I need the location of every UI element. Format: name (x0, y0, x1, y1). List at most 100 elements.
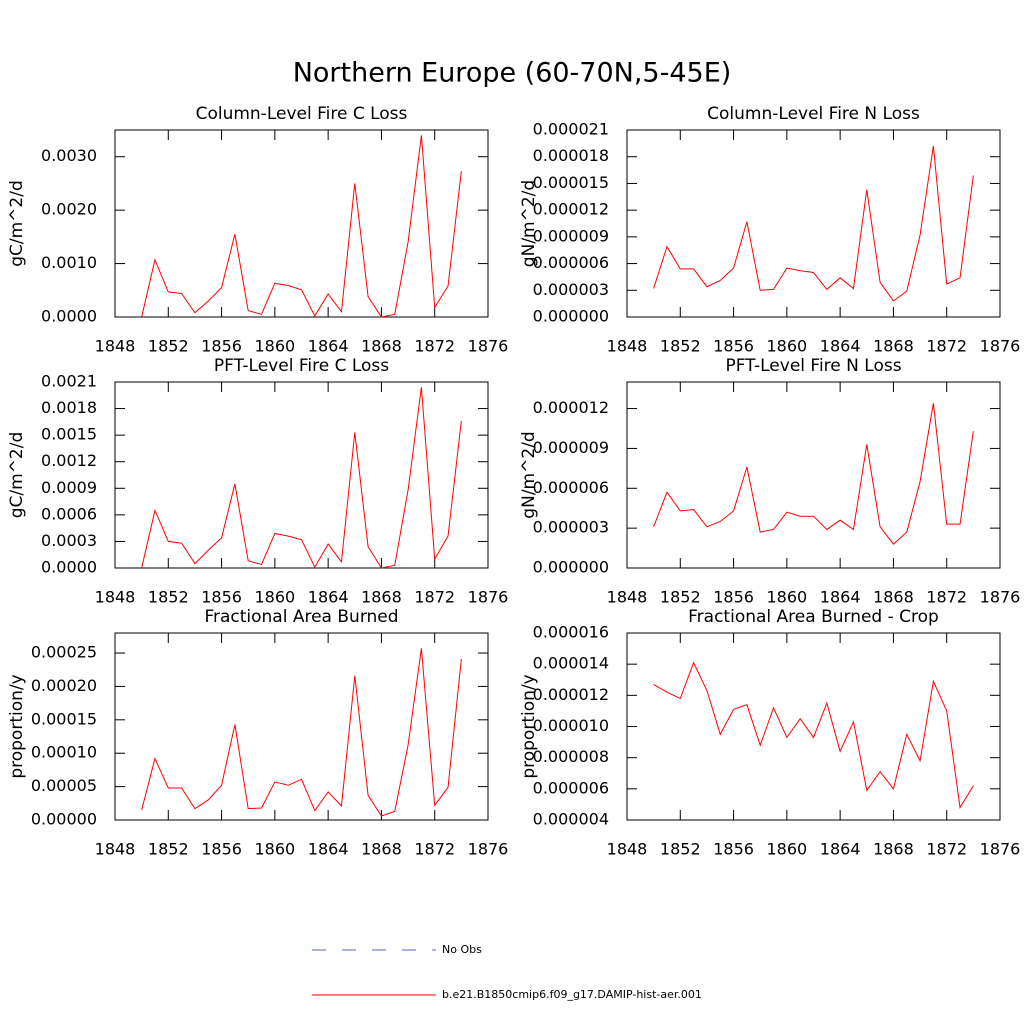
x-tick-label: 1848 (607, 840, 648, 859)
data-line (653, 403, 974, 545)
x-tick-label: 1872 (926, 337, 967, 356)
legend-label: b.e21.B1850cmip6.f09_g17.DAMIP-hist-aer.… (442, 988, 702, 1001)
x-tick-label: 1856 (713, 840, 754, 859)
x-tick-label: 1872 (414, 840, 455, 859)
y-tick-label: 0.00020 (31, 676, 97, 695)
y-tick-label: 0.0000 (41, 307, 97, 326)
y-axis-label: gC/m^2/d (7, 432, 27, 519)
x-tick-label: 1848 (95, 588, 136, 607)
y-tick-label: 0.0012 (41, 451, 97, 470)
panel-title: PFT-Level Fire C Loss (214, 356, 389, 376)
y-tick-label: 0.0000 (41, 558, 97, 577)
x-tick-label: 1872 (926, 588, 967, 607)
y-tick-label: 0.0010 (41, 253, 97, 272)
x-tick-label: 1876 (980, 840, 1021, 859)
x-tick-label: 1848 (607, 588, 648, 607)
y-tick-label: 0.000018 (533, 146, 609, 165)
y-tick-label: 0.000008 (533, 747, 609, 766)
y-tick-label: 0.000015 (533, 173, 609, 192)
x-tick-label: 1864 (820, 588, 861, 607)
x-tick-label: 1848 (607, 337, 648, 356)
y-tick-label: 0.000009 (533, 438, 609, 457)
x-tick-label: 1860 (766, 337, 807, 356)
x-tick-label: 1864 (308, 337, 349, 356)
x-tick-label: 1872 (414, 337, 455, 356)
y-tick-label: 0.000003 (533, 518, 609, 537)
y-tick-label: 0.0020 (41, 200, 97, 219)
figure-title: Northern Europe (60-70N,5-45E) (293, 58, 732, 89)
x-tick-label: 1876 (980, 337, 1021, 356)
x-tick-label: 1852 (660, 840, 701, 859)
plot-frame (114, 129, 489, 318)
y-tick-label: 0.000012 (533, 200, 609, 219)
y-tick-label: 0.00025 (31, 643, 97, 662)
y-tick-label: 0.000006 (533, 778, 609, 797)
legend-label: No Obs (442, 943, 482, 956)
data-line (653, 145, 974, 302)
y-axis-label: gC/m^2/d (7, 180, 27, 267)
data-line (141, 387, 462, 569)
x-tick-label: 1876 (468, 840, 509, 859)
x-tick-label: 1856 (713, 588, 754, 607)
y-tick-label: 0.000004 (533, 810, 609, 829)
x-tick-label: 1852 (148, 588, 189, 607)
panel-title: Column-Level Fire C Loss (196, 104, 408, 124)
y-tick-label: 0.0003 (41, 531, 97, 550)
x-tick-label: 1860 (254, 588, 295, 607)
y-tick-label: 0.00010 (31, 743, 97, 762)
y-axis-label: proportion/y (7, 674, 27, 778)
x-tick-label: 1864 (308, 840, 349, 859)
x-tick-label: 1856 (201, 588, 242, 607)
data-line (141, 648, 462, 817)
y-tick-label: 0.0018 (41, 398, 97, 417)
x-tick-label: 1872 (414, 588, 455, 607)
data-line (653, 661, 974, 809)
x-tick-label: 1864 (820, 840, 861, 859)
y-tick-label: 0.000014 (533, 654, 609, 673)
y-tick-label: 0.00000 (31, 810, 97, 829)
y-tick-label: 0.000016 (533, 623, 609, 642)
y-axis-label: gN/m^2/d (519, 180, 539, 267)
y-tick-label: 0.0009 (41, 478, 97, 497)
y-tick-label: 0.000006 (533, 478, 609, 497)
x-tick-label: 1876 (980, 588, 1021, 607)
x-tick-label: 1860 (254, 840, 295, 859)
y-tick-label: 0.0021 (41, 372, 97, 391)
x-tick-label: 1848 (95, 337, 136, 356)
x-tick-label: 1860 (766, 588, 807, 607)
y-tick-label: 0.00015 (31, 709, 97, 728)
y-tick-label: 0.0030 (41, 146, 97, 165)
plot-frame (626, 381, 1001, 569)
x-tick-label: 1856 (201, 840, 242, 859)
plot-frame (626, 129, 1001, 318)
x-tick-label: 1868 (873, 840, 914, 859)
x-tick-label: 1856 (713, 337, 754, 356)
panel-title: Fractional Area Burned - Crop (688, 607, 939, 627)
y-axis-label: gN/m^2/d (519, 431, 539, 518)
y-tick-label: 0.000000 (533, 558, 609, 577)
y-tick-label: 0.0015 (41, 425, 97, 444)
x-tick-label: 1860 (254, 337, 295, 356)
y-tick-label: 0.000009 (533, 226, 609, 245)
x-tick-label: 1848 (95, 840, 136, 859)
x-tick-label: 1852 (148, 337, 189, 356)
x-tick-label: 1868 (361, 588, 402, 607)
plot-frame (114, 381, 489, 569)
x-tick-label: 1864 (820, 337, 861, 356)
panel-title: PFT-Level Fire N Loss (725, 356, 901, 376)
x-tick-label: 1868 (873, 337, 914, 356)
x-tick-label: 1876 (468, 337, 509, 356)
y-tick-label: 0.000000 (533, 307, 609, 326)
plot-frame (114, 632, 489, 821)
x-tick-label: 1864 (308, 588, 349, 607)
x-tick-label: 1868 (361, 337, 402, 356)
panel-title: Fractional Area Burned (204, 607, 398, 627)
y-tick-label: 0.000012 (533, 685, 609, 704)
x-tick-label: 1868 (873, 588, 914, 607)
x-tick-label: 1852 (660, 337, 701, 356)
x-tick-label: 1868 (361, 840, 402, 859)
panel-title: Column-Level Fire N Loss (707, 104, 920, 124)
plot-frame (626, 632, 1001, 821)
x-tick-label: 1876 (468, 588, 509, 607)
